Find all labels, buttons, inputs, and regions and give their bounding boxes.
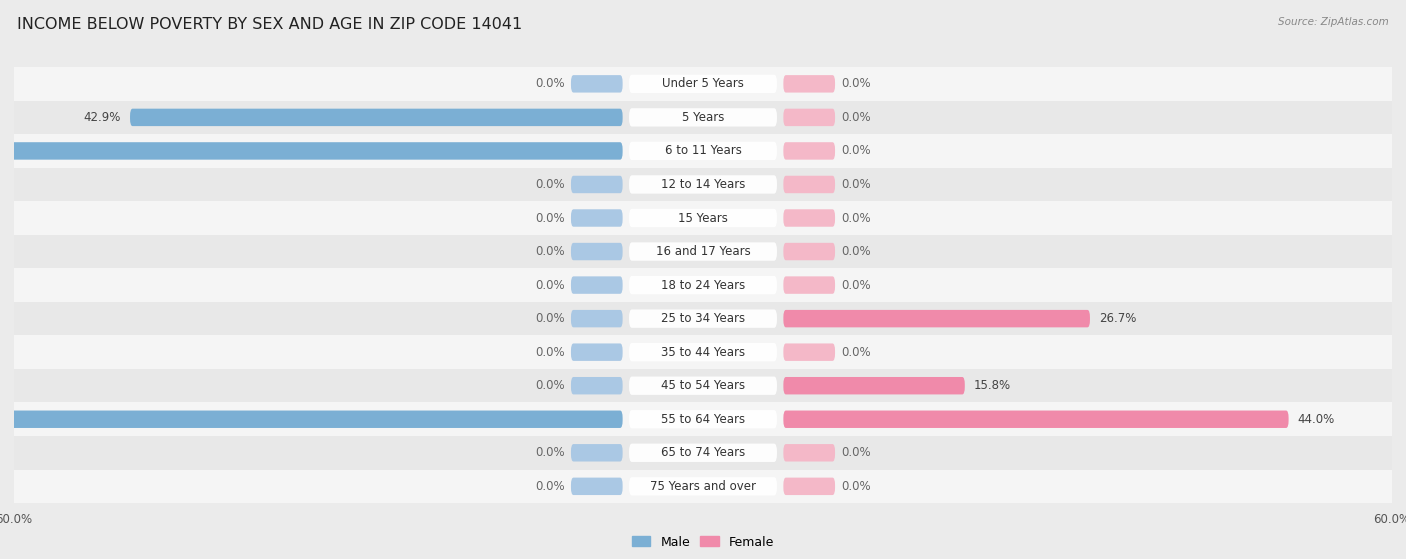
Text: 0.0%: 0.0% [536, 77, 565, 91]
FancyBboxPatch shape [129, 108, 623, 126]
Text: 18 to 24 Years: 18 to 24 Years [661, 278, 745, 292]
FancyBboxPatch shape [14, 235, 1392, 268]
FancyBboxPatch shape [628, 209, 778, 227]
FancyBboxPatch shape [783, 377, 965, 395]
Text: 45 to 54 Years: 45 to 54 Years [661, 379, 745, 392]
FancyBboxPatch shape [628, 343, 778, 361]
FancyBboxPatch shape [14, 302, 1392, 335]
FancyBboxPatch shape [783, 410, 1289, 428]
Text: 35 to 44 Years: 35 to 44 Years [661, 345, 745, 359]
FancyBboxPatch shape [571, 377, 623, 395]
Text: 15 Years: 15 Years [678, 211, 728, 225]
Text: 0.0%: 0.0% [536, 480, 565, 493]
FancyBboxPatch shape [571, 209, 623, 227]
FancyBboxPatch shape [14, 168, 1392, 201]
Text: 0.0%: 0.0% [536, 312, 565, 325]
Text: INCOME BELOW POVERTY BY SEX AND AGE IN ZIP CODE 14041: INCOME BELOW POVERTY BY SEX AND AGE IN Z… [17, 17, 522, 32]
Text: 6 to 11 Years: 6 to 11 Years [665, 144, 741, 158]
FancyBboxPatch shape [571, 176, 623, 193]
Text: 0.0%: 0.0% [841, 278, 870, 292]
Text: 5 Years: 5 Years [682, 111, 724, 124]
FancyBboxPatch shape [571, 444, 623, 462]
Text: 55 to 64 Years: 55 to 64 Years [661, 413, 745, 426]
Text: 0.0%: 0.0% [536, 211, 565, 225]
Text: 0.0%: 0.0% [841, 111, 870, 124]
FancyBboxPatch shape [571, 343, 623, 361]
FancyBboxPatch shape [783, 343, 835, 361]
Text: 0.0%: 0.0% [841, 245, 870, 258]
Text: 0.0%: 0.0% [841, 345, 870, 359]
Text: 25 to 34 Years: 25 to 34 Years [661, 312, 745, 325]
FancyBboxPatch shape [628, 75, 778, 93]
FancyBboxPatch shape [628, 176, 778, 193]
Text: 42.9%: 42.9% [83, 111, 121, 124]
FancyBboxPatch shape [14, 268, 1392, 302]
FancyBboxPatch shape [783, 209, 835, 227]
FancyBboxPatch shape [783, 243, 835, 260]
FancyBboxPatch shape [628, 142, 778, 160]
FancyBboxPatch shape [628, 410, 778, 428]
FancyBboxPatch shape [628, 377, 778, 395]
FancyBboxPatch shape [783, 276, 835, 294]
FancyBboxPatch shape [783, 75, 835, 93]
FancyBboxPatch shape [783, 477, 835, 495]
FancyBboxPatch shape [14, 436, 1392, 470]
Text: 12 to 14 Years: 12 to 14 Years [661, 178, 745, 191]
FancyBboxPatch shape [14, 101, 1392, 134]
FancyBboxPatch shape [628, 276, 778, 294]
FancyBboxPatch shape [628, 243, 778, 260]
FancyBboxPatch shape [14, 369, 1392, 402]
FancyBboxPatch shape [783, 310, 1090, 328]
Text: 44.0%: 44.0% [1298, 413, 1336, 426]
FancyBboxPatch shape [14, 402, 1392, 436]
Text: 75 Years and over: 75 Years and over [650, 480, 756, 493]
FancyBboxPatch shape [14, 67, 1392, 101]
Text: 0.0%: 0.0% [536, 379, 565, 392]
FancyBboxPatch shape [783, 108, 835, 126]
Text: 0.0%: 0.0% [536, 278, 565, 292]
Text: Source: ZipAtlas.com: Source: ZipAtlas.com [1278, 17, 1389, 27]
Text: 65 to 74 Years: 65 to 74 Years [661, 446, 745, 459]
FancyBboxPatch shape [783, 142, 835, 160]
Text: 15.8%: 15.8% [974, 379, 1011, 392]
Text: 26.7%: 26.7% [1099, 312, 1136, 325]
Legend: Male, Female: Male, Female [627, 530, 779, 553]
Text: 0.0%: 0.0% [536, 245, 565, 258]
Text: 0.0%: 0.0% [536, 345, 565, 359]
Text: 16 and 17 Years: 16 and 17 Years [655, 245, 751, 258]
FancyBboxPatch shape [0, 142, 623, 160]
FancyBboxPatch shape [783, 176, 835, 193]
FancyBboxPatch shape [628, 310, 778, 328]
Text: 0.0%: 0.0% [841, 144, 870, 158]
FancyBboxPatch shape [628, 477, 778, 495]
Text: Under 5 Years: Under 5 Years [662, 77, 744, 91]
FancyBboxPatch shape [14, 470, 1392, 503]
FancyBboxPatch shape [571, 75, 623, 93]
Text: 0.0%: 0.0% [841, 211, 870, 225]
Text: 0.0%: 0.0% [536, 446, 565, 459]
Text: 0.0%: 0.0% [841, 446, 870, 459]
FancyBboxPatch shape [571, 243, 623, 260]
FancyBboxPatch shape [571, 310, 623, 328]
FancyBboxPatch shape [14, 201, 1392, 235]
Text: 0.0%: 0.0% [841, 480, 870, 493]
FancyBboxPatch shape [628, 108, 778, 126]
FancyBboxPatch shape [0, 410, 623, 428]
FancyBboxPatch shape [571, 276, 623, 294]
Text: 0.0%: 0.0% [841, 77, 870, 91]
Text: 0.0%: 0.0% [536, 178, 565, 191]
FancyBboxPatch shape [628, 444, 778, 462]
FancyBboxPatch shape [14, 335, 1392, 369]
FancyBboxPatch shape [783, 444, 835, 462]
Text: 0.0%: 0.0% [841, 178, 870, 191]
FancyBboxPatch shape [14, 134, 1392, 168]
FancyBboxPatch shape [571, 477, 623, 495]
